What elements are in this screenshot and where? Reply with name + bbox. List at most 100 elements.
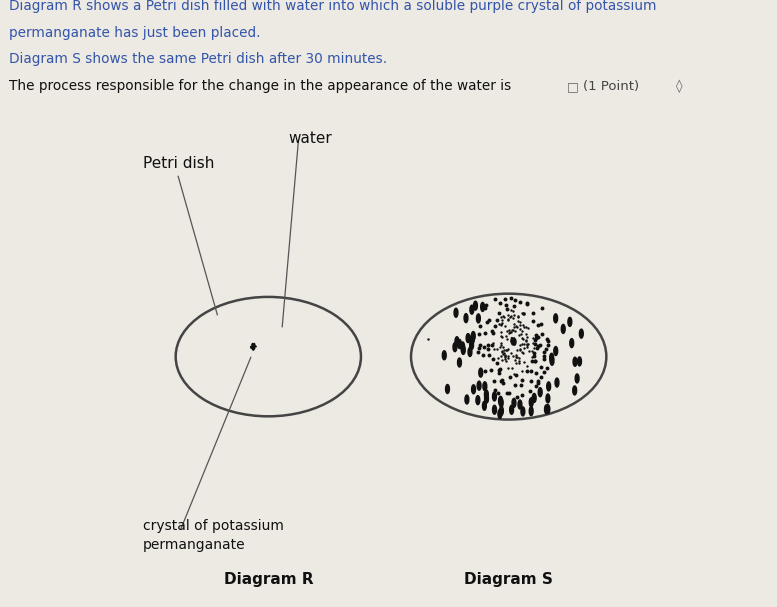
Point	[422, 334, 434, 344]
Point	[514, 357, 526, 367]
Ellipse shape	[485, 394, 489, 403]
Point	[528, 351, 540, 361]
Point	[510, 321, 523, 331]
Point	[503, 328, 516, 338]
Point	[517, 308, 529, 318]
Point	[494, 364, 507, 373]
Point	[500, 356, 512, 366]
Point	[479, 328, 491, 338]
Point	[531, 341, 544, 351]
Point	[507, 325, 519, 335]
Point	[499, 350, 511, 360]
Ellipse shape	[454, 308, 458, 317]
Point	[528, 339, 541, 349]
Point	[515, 390, 528, 400]
Point	[496, 347, 508, 357]
Ellipse shape	[545, 405, 549, 414]
Point	[504, 313, 517, 322]
Point	[510, 359, 523, 368]
Point	[496, 333, 508, 342]
Point	[516, 348, 528, 358]
Point	[526, 351, 538, 361]
Point	[503, 372, 516, 382]
Point	[497, 311, 510, 321]
Point	[494, 342, 507, 352]
Point	[511, 311, 524, 321]
Point	[500, 304, 513, 314]
Ellipse shape	[470, 305, 474, 314]
Point	[514, 325, 526, 334]
Point	[495, 319, 507, 329]
Point	[485, 365, 497, 375]
Point	[495, 327, 507, 336]
Point	[493, 365, 505, 375]
Ellipse shape	[577, 357, 581, 366]
Ellipse shape	[499, 396, 503, 405]
Text: (1 Point): (1 Point)	[583, 81, 639, 93]
Ellipse shape	[472, 331, 476, 341]
Point	[486, 326, 498, 336]
Point	[509, 355, 521, 365]
Point	[517, 348, 529, 358]
Point	[495, 331, 507, 341]
Point	[476, 350, 489, 360]
Point	[495, 311, 507, 321]
Point	[517, 322, 530, 332]
Ellipse shape	[493, 392, 497, 401]
Point	[521, 299, 533, 308]
Ellipse shape	[469, 341, 473, 350]
Ellipse shape	[498, 409, 502, 418]
Point	[535, 319, 547, 328]
Point	[496, 354, 508, 364]
Point	[490, 314, 503, 324]
Point	[511, 353, 524, 362]
Ellipse shape	[529, 398, 533, 407]
Point	[497, 345, 510, 354]
Point	[520, 335, 532, 345]
Point	[508, 310, 521, 320]
Point	[508, 369, 521, 379]
Point	[531, 343, 543, 353]
Point	[522, 346, 535, 356]
Ellipse shape	[453, 342, 457, 351]
Ellipse shape	[483, 382, 486, 391]
Point	[500, 334, 513, 344]
Point	[529, 381, 542, 391]
Ellipse shape	[573, 358, 577, 366]
Point	[507, 307, 519, 316]
Ellipse shape	[461, 342, 465, 351]
Ellipse shape	[546, 394, 550, 403]
Point	[483, 350, 495, 360]
Point	[527, 333, 539, 342]
Point	[514, 317, 526, 327]
Point	[493, 368, 505, 378]
Point	[517, 309, 529, 319]
Point	[524, 387, 537, 396]
Ellipse shape	[500, 398, 503, 407]
Point	[502, 314, 514, 324]
Point	[529, 336, 542, 345]
Ellipse shape	[568, 317, 572, 327]
Point	[479, 304, 491, 313]
Point	[488, 376, 500, 385]
Point	[540, 344, 552, 353]
Point	[499, 321, 511, 331]
Point	[525, 347, 538, 356]
Ellipse shape	[477, 381, 481, 390]
Text: Petri dish: Petri dish	[143, 156, 214, 171]
Point	[521, 367, 533, 376]
Ellipse shape	[549, 353, 553, 362]
Ellipse shape	[555, 378, 559, 387]
Ellipse shape	[554, 314, 558, 323]
Ellipse shape	[458, 339, 462, 348]
Point	[498, 353, 510, 362]
Point	[490, 294, 502, 304]
Point	[502, 310, 514, 319]
Point	[495, 376, 507, 386]
Text: Diagram S shows the same Petri dish after 30 minutes.: Diagram S shows the same Petri dish afte…	[9, 52, 388, 66]
Point	[500, 331, 513, 341]
Ellipse shape	[546, 405, 550, 413]
Point	[531, 320, 544, 330]
Point	[497, 349, 509, 359]
Point	[518, 339, 531, 348]
